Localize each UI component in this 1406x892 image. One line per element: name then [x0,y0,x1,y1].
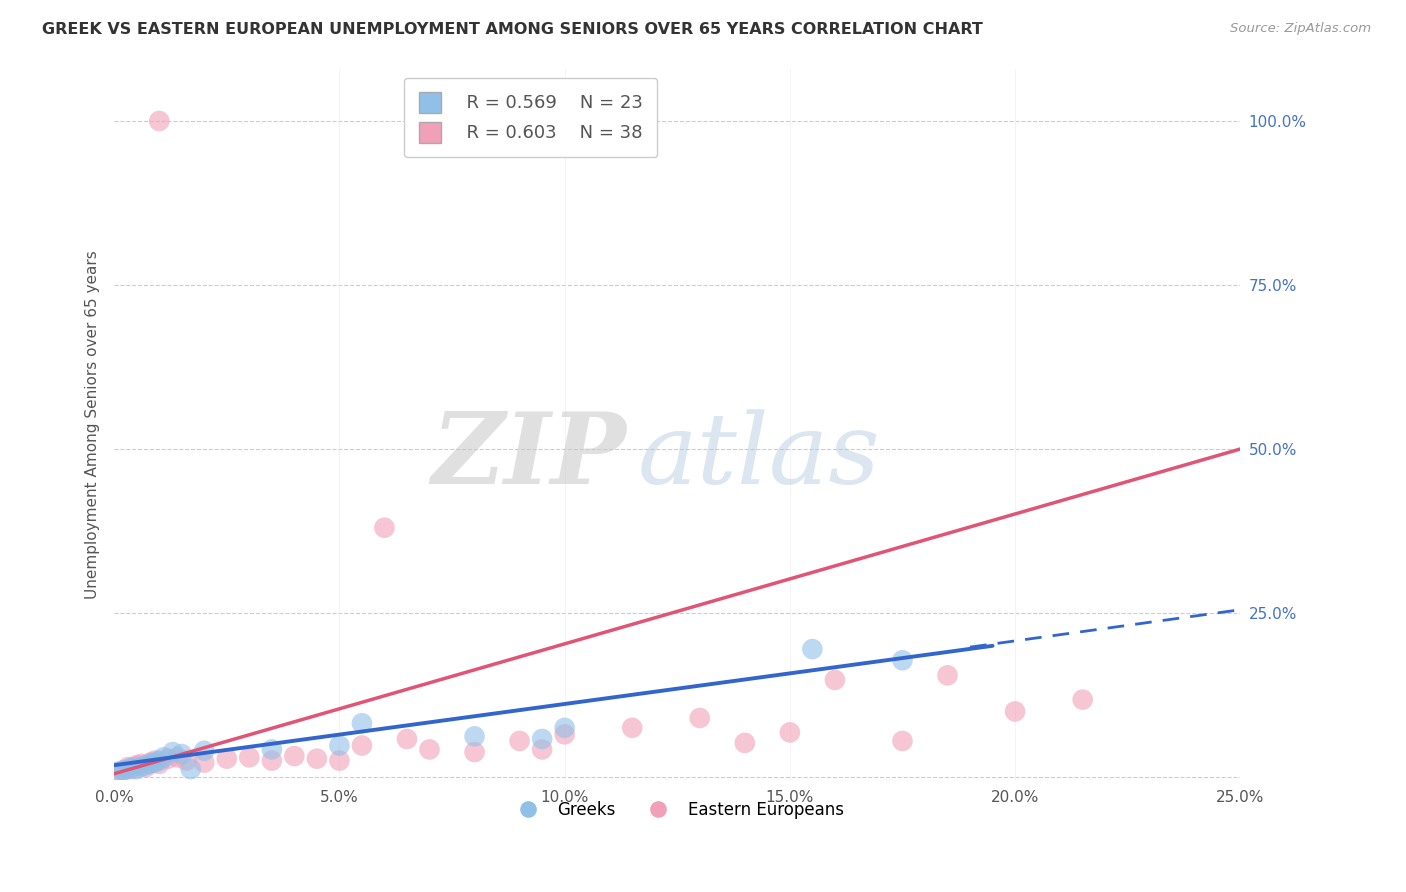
Point [734,736,756,750]
Point [1004,705,1026,719]
Text: GREEK VS EASTERN EUROPEAN UNEMPLOYMENT AMONG SENIORS OVER 65 YEARS CORRELATION C: GREEK VS EASTERN EUROPEAN UNEMPLOYMENT A… [42,22,983,37]
Point [193,756,215,770]
Point [135,758,157,772]
Point [373,521,395,535]
Point [238,750,260,764]
Point [464,745,486,759]
Point [531,742,554,756]
Point [148,756,170,771]
Point [152,750,174,764]
Point [554,727,576,741]
Point [554,721,576,735]
Point [117,760,139,774]
Point [418,742,440,756]
Text: ZIP: ZIP [432,409,627,505]
Point [260,754,283,768]
Point [125,758,148,772]
Point [350,716,373,731]
Point [621,721,644,735]
Point [531,731,554,746]
Point [148,754,170,768]
Y-axis label: Unemployment Among Seniors over 65 years: Unemployment Among Seniors over 65 years [86,250,100,599]
Point [395,731,418,746]
Point [143,756,166,770]
Point [117,762,139,776]
Point [350,739,373,753]
Point [509,734,531,748]
Point [148,114,170,128]
Point [328,739,350,753]
Point [180,762,202,776]
Point [157,752,180,766]
Point [112,764,135,778]
Point [824,673,846,687]
Point [139,756,162,770]
Point [891,734,914,748]
Legend: Greeks, Eastern Europeans: Greeks, Eastern Europeans [505,794,851,825]
Point [305,752,328,766]
Point [779,725,801,739]
Point [174,754,197,768]
Point [170,747,193,761]
Point [193,744,215,758]
Point [107,764,129,779]
Point [166,750,188,764]
Point [125,762,148,776]
Point [936,668,959,682]
Point [121,762,143,776]
Point [112,764,135,778]
Point [129,756,152,771]
Point [135,760,157,774]
Point [801,642,824,657]
Point [283,749,305,764]
Point [260,742,283,756]
Point [139,756,162,771]
Point [107,764,129,779]
Point [689,711,711,725]
Point [162,745,184,759]
Point [464,730,486,744]
Point [129,759,152,773]
Point [121,760,143,774]
Point [143,754,166,768]
Text: atlas: atlas [638,409,880,504]
Point [1071,692,1094,706]
Point [891,653,914,667]
Text: Source: ZipAtlas.com: Source: ZipAtlas.com [1230,22,1371,36]
Point [328,754,350,768]
Point [215,752,238,766]
